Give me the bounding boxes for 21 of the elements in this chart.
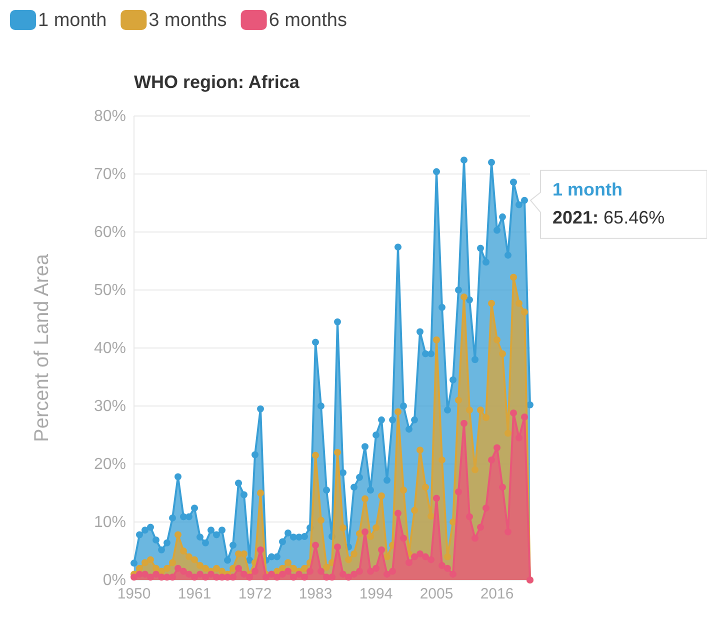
chart-title: WHO region: Africa — [134, 72, 300, 92]
x-tick-label: 1994 — [359, 586, 393, 603]
x-tick-label: 1983 — [298, 586, 332, 603]
y-axis-title: Percent of Land Area — [31, 253, 53, 442]
annotation: 2021: 65.46% — [552, 207, 665, 228]
x-tick-label: 1972 — [238, 586, 272, 603]
x-tick-label: 2005 — [420, 586, 454, 603]
text: 1 month — [552, 179, 622, 200]
legend-label: 6 months — [268, 10, 347, 31]
y-tick-label: 50% — [94, 282, 126, 300]
y-tick-label: 10% — [94, 514, 126, 532]
y-tick-label: 30% — [94, 398, 126, 416]
y-tick-label: 40% — [94, 340, 126, 358]
y-tick-label: 20% — [94, 456, 126, 474]
y-tick-label: 80% — [94, 108, 126, 126]
y-tick-label: 70% — [94, 166, 126, 184]
legend-label: 3 months — [148, 10, 227, 31]
legend-label: 1 month — [38, 10, 107, 31]
x-tick-label: 2016 — [480, 586, 514, 603]
y-tick-label: 60% — [94, 224, 126, 242]
x-tick-label: 1961 — [178, 586, 212, 603]
